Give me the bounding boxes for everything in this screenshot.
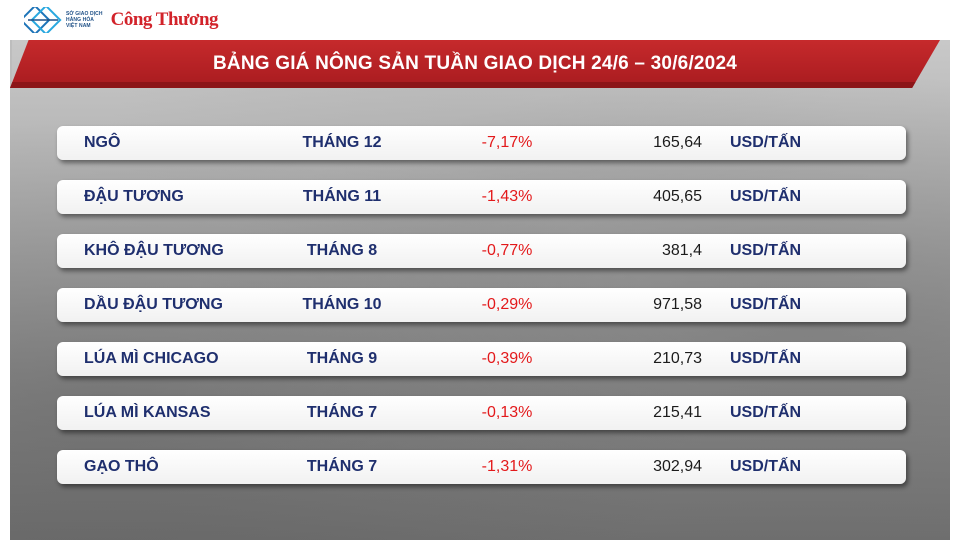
price-change: -7,17% — [481, 134, 533, 151]
title-banner — [10, 40, 940, 88]
contract-month: THÁNG 7 — [306, 458, 378, 475]
price-value: 405,65 — [653, 188, 702, 205]
price-value: 165,64 — [653, 134, 702, 151]
price-unit: USD/TẤN — [730, 134, 802, 151]
table-row: NGÔ THÁNG 12 -7,17% 165,64 USD/TẤN — [57, 126, 906, 160]
header-logos: SỞ GIAO DỊCH HÀNG HÓA VIỆT NAM Công Thươ… — [24, 6, 219, 34]
price-change: -1,43% — [481, 188, 533, 205]
price-unit: USD/TẤN — [730, 296, 802, 313]
price-value: 381,4 — [661, 242, 702, 259]
contract-month: THÁNG 11 — [302, 188, 382, 205]
price-change: -0,29% — [481, 296, 533, 313]
commodity-name: ĐẬU TƯƠNG — [84, 188, 184, 205]
price-unit: USD/TẤN — [730, 404, 802, 421]
table-row: LÚA MÌ KANSAS THÁNG 7 -0,13% 215,41 USD/… — [57, 396, 906, 430]
price-change: -1,31% — [481, 458, 533, 475]
table-row: DẦU ĐẬU TƯƠNG THÁNG 10 -0,29% 971,58 USD… — [57, 288, 906, 322]
exchange-name: SỞ GIAO DỊCH HÀNG HÓA VIỆT NAM — [66, 11, 103, 29]
commodity-name: NGÔ — [84, 134, 121, 151]
price-unit: USD/TẤN — [730, 458, 802, 475]
price-unit: USD/TẤN — [730, 350, 802, 367]
price-value: 971,58 — [653, 296, 702, 313]
price-change: -0,77% — [481, 242, 533, 259]
commodity-name: GẠO THÔ — [84, 458, 159, 475]
contract-month: THÁNG 12 — [302, 134, 382, 151]
header-bar — [10, 0, 950, 40]
table-row: GẠO THÔ THÁNG 7 -1,31% 302,94 USD/TẤN — [57, 450, 906, 484]
commodity-name: KHÔ ĐẬU TƯƠNG — [84, 242, 224, 259]
contract-month: THÁNG 8 — [306, 242, 378, 259]
exchange-name-line: VIỆT NAM — [66, 23, 91, 29]
table-row: ĐẬU TƯƠNG THÁNG 11 -1,43% 405,65 USD/TẤN — [57, 180, 906, 214]
price-unit: USD/TẤN — [730, 188, 802, 205]
page-title: BẢNG GIÁ NÔNG SẢN TUẦN GIAO DỊCH 24/6 – … — [213, 53, 737, 74]
exchange-logo-icon — [24, 7, 62, 33]
commodity-name: LÚA MÌ KANSAS — [84, 404, 211, 421]
table-row: KHÔ ĐẬU TƯƠNG THÁNG 8 -0,77% 381,4 USD/T… — [57, 234, 906, 268]
contract-month: THÁNG 7 — [306, 404, 378, 421]
brand-logo: Công Thương — [110, 9, 219, 30]
price-value: 210,73 — [653, 350, 702, 367]
price-change: -0,13% — [481, 404, 533, 421]
commodity-name: DẦU ĐẬU TƯƠNG — [84, 296, 223, 313]
price-change: -0,39% — [481, 350, 533, 367]
price-value: 215,41 — [653, 404, 702, 421]
price-value: 302,94 — [653, 458, 702, 475]
price-unit: USD/TẤN — [730, 242, 802, 259]
contract-month: THÁNG 10 — [302, 296, 382, 313]
table-row: LÚA MÌ CHICAGO THÁNG 9 -0,39% 210,73 USD… — [57, 342, 906, 376]
exchange-name-line: SỞ GIAO DỊCH — [66, 11, 103, 17]
exchange-name-line: HÀNG HÓA — [66, 17, 95, 23]
commodity-name: LÚA MÌ CHICAGO — [84, 350, 219, 367]
frame-border — [10, 0, 12, 88]
contract-month: THÁNG 9 — [306, 350, 378, 367]
